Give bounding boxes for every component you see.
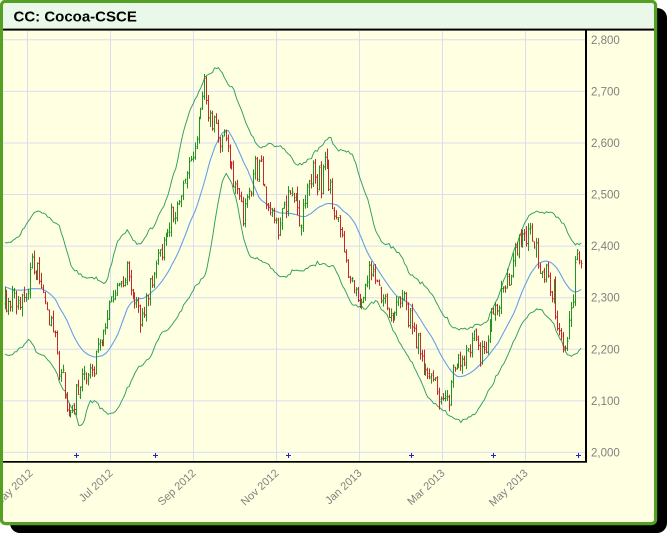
svg-text:2,200: 2,200 — [591, 344, 620, 356]
svg-text:2,300: 2,300 — [591, 293, 620, 305]
svg-text:2,100: 2,100 — [591, 396, 620, 408]
svg-text:2,400: 2,400 — [591, 241, 620, 253]
svg-text:2,800: 2,800 — [591, 35, 620, 47]
svg-text:2,500: 2,500 — [591, 190, 620, 202]
svg-text:CC: Cocoa-CSCE: CC: Cocoa-CSCE — [14, 9, 137, 26]
svg-text:2,000: 2,000 — [591, 447, 620, 459]
svg-text:2,700: 2,700 — [591, 86, 620, 98]
svg-text:2,600: 2,600 — [591, 138, 620, 150]
